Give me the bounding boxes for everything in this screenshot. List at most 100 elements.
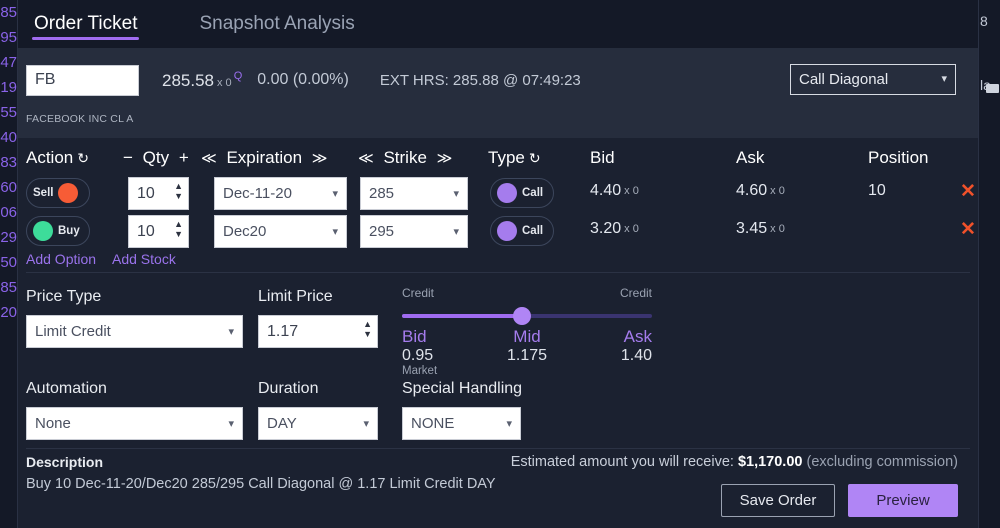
limit-price-decrement-icon[interactable]: ▼ <box>363 329 372 339</box>
sell-indicator-icon <box>58 183 79 203</box>
leg-type-cell: Call <box>490 178 554 208</box>
expiration-prev-icon[interactable]: ≪ <box>201 150 217 167</box>
qty-spin-arrows[interactable]: ▲ ▼ <box>174 181 183 201</box>
strike-next-icon[interactable]: ≫ <box>436 150 453 167</box>
qty-increment-icon[interactable]: ▲ <box>174 219 183 229</box>
qty-plus-button[interactable]: + <box>178 148 189 167</box>
bg-number: 29 <box>0 229 17 246</box>
column-header-strike-label: Strike <box>383 148 427 167</box>
tab-bar: Order Ticket Snapshot Analysis <box>18 0 978 48</box>
footer-buttons: Save Order Preview <box>511 484 958 517</box>
vertical-scrollbar-thumb[interactable] <box>986 84 999 93</box>
special-handling-select-wrap[interactable]: NONE ▾ <box>402 407 521 440</box>
leg-ask-value: 3.45 <box>736 220 768 237</box>
bg-number: 83 <box>0 154 17 171</box>
price-change: 0.00 (0.00%) <box>257 71 349 88</box>
expiration-select-wrap[interactable]: Dec20 ▾ <box>214 215 347 248</box>
strike-select-wrap[interactable]: 295 ▾ <box>360 215 468 248</box>
expiration-select[interactable]: Dec-11-20 <box>215 178 346 209</box>
column-header-expiration: ≪ Expiration ≫ <box>201 148 327 168</box>
buy-indicator-icon <box>33 221 53 241</box>
slider-thumb[interactable] <box>513 307 531 325</box>
price-type-select[interactable]: Limit Credit <box>27 316 242 347</box>
automation-select[interactable]: None <box>27 408 242 439</box>
automation-field: Automation None ▾ <box>26 380 243 440</box>
background-option-chain-left: 85 95 47 19 55 40 83 60 06 29 50 85 20 <box>0 0 18 528</box>
symbol-input[interactable] <box>26 64 139 96</box>
description-body: Buy 10 Dec-11-20/Dec20 285/295 Call Diag… <box>26 476 496 492</box>
limit-price-input[interactable] <box>259 316 377 347</box>
estimate-prefix: Estimated amount you will receive: <box>510 454 738 470</box>
column-header-action-label: Action <box>26 148 74 167</box>
save-order-button[interactable]: Save Order <box>721 484 835 517</box>
limit-price-stepper[interactable]: ▲ ▼ <box>258 315 378 348</box>
tab-snapshot-analysis[interactable]: Snapshot Analysis <box>191 0 362 48</box>
refresh-icon[interactable]: ↻ <box>528 150 541 166</box>
tab-order-ticket-label: Order Ticket <box>34 13 138 34</box>
qty-increment-icon[interactable]: ▲ <box>174 181 183 191</box>
qty-decrement-icon[interactable]: ▼ <box>174 191 183 201</box>
column-header-type: Type ↻ <box>488 148 541 168</box>
strike-prev-icon[interactable]: ≪ <box>358 150 374 167</box>
limit-price-spin-arrows[interactable]: ▲ ▼ <box>363 319 372 339</box>
slider-track[interactable] <box>402 307 652 325</box>
action-toggle-label: Sell <box>33 187 54 199</box>
duration-select-wrap[interactable]: DAY ▾ <box>258 407 378 440</box>
leg-bid-value: 3.20 <box>590 220 622 237</box>
expiration-select-wrap[interactable]: Dec-11-20 ▾ <box>214 177 347 210</box>
bg-number: 06 <box>0 204 17 221</box>
slider-ask-key: Ask <box>623 327 652 346</box>
leg-ask-value: 4.60 <box>736 182 768 199</box>
strike-select[interactable]: 295 <box>361 216 467 247</box>
leg-strike-cell: 295 ▾ <box>360 215 468 248</box>
column-header-position: Position <box>868 148 929 167</box>
background-right-strip: 8 la <box>978 0 1000 528</box>
qty-stepper[interactable]: ▲ ▼ <box>128 177 189 210</box>
slider-ask-value: 1.40 <box>620 347 652 364</box>
expiration-select[interactable]: Dec20 <box>215 216 346 247</box>
order-legs: Action ↻ − Qty + ≪ Expiration ≫ ≪ Strike … <box>18 138 978 278</box>
preview-button[interactable]: Preview <box>848 484 958 517</box>
automation-select-wrap[interactable]: None ▾ <box>26 407 243 440</box>
remove-leg-icon[interactable]: ✕ <box>960 181 976 202</box>
strategy-select[interactable]: Call Diagonal <box>790 64 956 95</box>
qty-input[interactable] <box>129 178 188 209</box>
duration-select[interactable]: DAY <box>259 408 377 439</box>
type-toggle-call[interactable]: Call <box>490 216 554 246</box>
action-toggle-buy[interactable]: Buy <box>26 216 90 246</box>
price-type-label: Price Type <box>26 288 102 305</box>
special-handling-select[interactable]: NONE <box>403 408 520 439</box>
duration-label: Duration <box>258 380 319 397</box>
price-slider: Credit Credit Bid 0.95 Market Mid 1.175 … <box>402 286 652 377</box>
action-toggle-sell[interactable]: Sell <box>26 178 90 208</box>
column-header-qty: − Qty + <box>123 148 189 168</box>
qty-input[interactable] <box>129 216 188 247</box>
leg-qty-cell: ▲ ▼ <box>128 177 189 210</box>
type-toggle-call[interactable]: Call <box>490 178 554 208</box>
qty-minus-button[interactable]: − <box>123 148 133 167</box>
qty-decrement-icon[interactable]: ▼ <box>174 229 183 239</box>
leg-expiration-cell: Dec20 ▾ <box>214 215 347 248</box>
order-ticket-panel: Order Ticket Snapshot Analysis 285.58x 0… <box>18 0 978 528</box>
strike-select[interactable]: 285 <box>361 178 467 209</box>
qty-stepper[interactable]: ▲ ▼ <box>128 215 189 248</box>
tab-order-ticket[interactable]: Order Ticket <box>26 0 145 48</box>
bg-number: 60 <box>0 179 17 196</box>
add-option-link[interactable]: Add Option <box>26 251 96 267</box>
bg-number: 40 <box>0 129 17 146</box>
special-handling-field: Special Handling NONE ▾ <box>402 380 522 440</box>
column-header-type-label: Type <box>488 148 525 167</box>
bg-right-top-text: 8 <box>980 13 988 29</box>
add-stock-link[interactable]: Add Stock <box>112 251 176 267</box>
bg-number: 85 <box>0 4 17 21</box>
remove-leg-icon[interactable]: ✕ <box>960 219 976 240</box>
limit-price-increment-icon[interactable]: ▲ <box>363 319 372 329</box>
strike-select-wrap[interactable]: 285 ▾ <box>360 177 468 210</box>
expiration-next-icon[interactable]: ≫ <box>311 150 328 167</box>
qty-spin-arrows[interactable]: ▲ ▼ <box>174 219 183 239</box>
call-indicator-icon <box>497 221 517 241</box>
section-divider <box>26 448 970 449</box>
price-type-select-wrap[interactable]: Limit Credit ▾ <box>26 315 243 348</box>
refresh-icon[interactable]: ↻ <box>77 150 89 166</box>
leg-ask-size: x 0 <box>770 185 785 197</box>
